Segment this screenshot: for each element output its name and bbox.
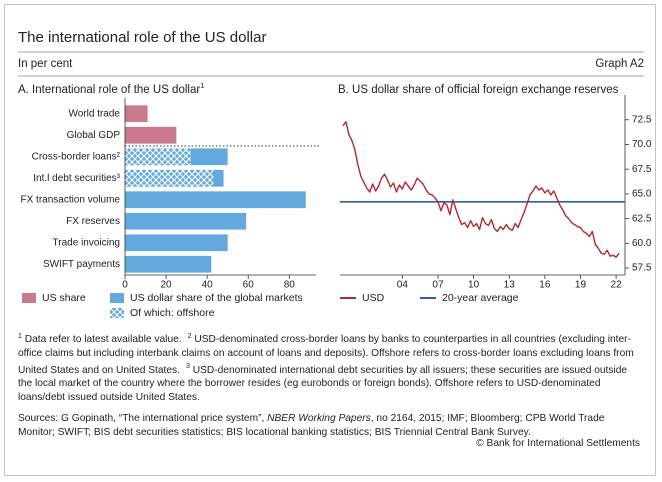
legend-label: Of which: offshore (130, 307, 215, 319)
x-tick-label: 07 (432, 280, 444, 291)
bar (125, 169, 214, 187)
notes: 1 Data refer to latest available value. 2… (18, 330, 644, 447)
sources-text: Sources: G Gopinath, “The international … (18, 413, 268, 425)
title: The international role of the US dollar (18, 29, 266, 46)
category-label: Trade invoicing (53, 237, 120, 248)
chart: The international role of the US dollar … (18, 29, 652, 319)
legend-swatch (110, 308, 124, 318)
x-tick-label: 20 (161, 280, 173, 291)
bar (125, 234, 228, 252)
x-tick-label: 16 (539, 280, 551, 291)
category-label: Int.l debt securities³ (33, 173, 120, 184)
legend-label: 20-year average (442, 292, 519, 304)
x-tick-label: 10 (468, 280, 480, 291)
x-tick-label: 40 (202, 280, 214, 291)
panel-b-title: B. US dollar share of official foreign e… (338, 84, 619, 96)
subtitle: In per cent (18, 58, 73, 70)
y-tick-label: 72.5 (632, 114, 652, 125)
legend-label: US dollar share of the global markets (130, 292, 303, 304)
x-tick-label: 13 (504, 280, 516, 291)
footnote-marker: 1 (18, 333, 22, 340)
legend-swatch (110, 293, 124, 303)
category-label: FX transaction volume (21, 194, 121, 205)
bar (125, 191, 306, 209)
category-label: FX reserves (66, 216, 120, 227)
category-label: SWIFT payments (43, 259, 120, 270)
copyright: © Bank for International Settlements (476, 438, 640, 449)
y-tick-label: 60.0 (632, 238, 652, 249)
x-tick-label: 60 (243, 280, 255, 291)
sources-italic: NBER Working Papers (267, 413, 371, 425)
graph-frame (4, 4, 656, 476)
y-tick-label: 57.5 (632, 263, 652, 274)
x-tick-label: 0 (122, 280, 128, 291)
footnote-marker: 2 (187, 333, 192, 340)
x-tick-label: 04 (397, 280, 409, 291)
footnotes: 1 Data refer to latest available value. 2… (18, 330, 644, 404)
category-label: Global GDP (67, 130, 121, 141)
y-tick-label: 65.0 (632, 189, 652, 200)
category-label: Cross-border loans² (32, 151, 121, 162)
legend-swatch (22, 293, 36, 303)
footnote-marker: 3 (185, 363, 190, 371)
graph-id: Graph A2 (595, 58, 644, 70)
x-tick-label: 80 (284, 280, 296, 291)
panel-a-title-text: A. International role of the US dollar (18, 84, 200, 96)
category-label: World trade (68, 108, 120, 119)
y-tick-label: 70.0 (632, 139, 652, 150)
bar (125, 148, 191, 166)
sources: Sources: G Gopinath, “The international … (18, 412, 644, 439)
line (342, 121, 620, 258)
x-tick-label: 19 (575, 280, 587, 291)
sources-text: , no 2164, 2015; IMF; Bloomberg; CPB Wor… (18, 413, 605, 438)
panel-a-footnote: 1 (200, 81, 204, 90)
legend-label: US share (42, 292, 86, 304)
x-tick-label: 22 (611, 280, 623, 291)
footnote-text: USD-denominated international debt secur… (18, 364, 628, 403)
bar (125, 212, 247, 230)
bar (125, 126, 177, 144)
footnote-text: USD-denominated cross-border loans by ba… (18, 334, 634, 376)
panel-a-title: A. International role of the US dollar1 (18, 81, 204, 96)
bar (125, 255, 212, 273)
bar (125, 105, 148, 123)
legend-label: USD (362, 292, 385, 304)
y-tick-label: 67.5 (632, 164, 652, 175)
y-tick-label: 62.5 (632, 213, 652, 224)
footnote-text: Data refer to latest available value. (24, 334, 182, 346)
